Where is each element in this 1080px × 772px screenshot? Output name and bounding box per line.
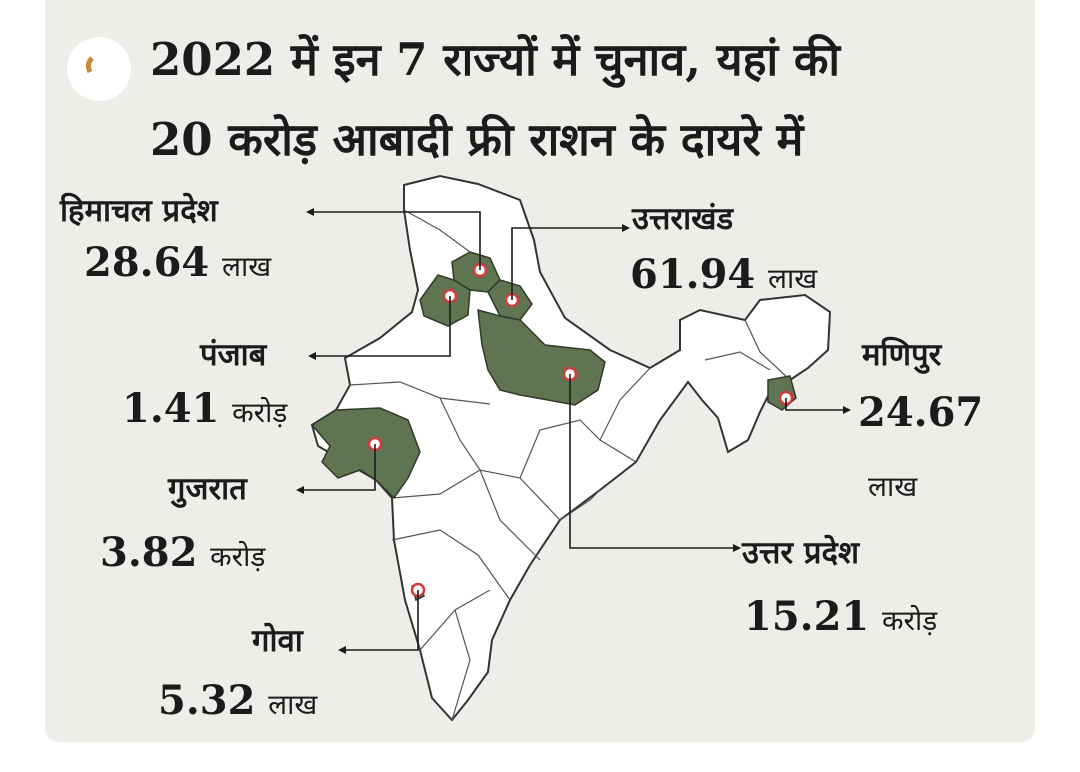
goa-unit: लाख (268, 688, 318, 721)
label-manipur-name: मणिपुर (862, 337, 942, 373)
gujarat-number: 3.82 (100, 529, 198, 576)
manipur-number: 24.67 (858, 389, 984, 436)
himachal-number: 28.64 (84, 239, 210, 286)
highlighted-states (310, 251, 797, 602)
gujarat-unit: करोड़ (210, 540, 266, 573)
label-uttarakhand-name: उत्तराखंड (632, 201, 734, 237)
label-gujarat-name: गुजरात (168, 471, 247, 507)
label-gujarat-value: 3.82 करोड़ (100, 530, 265, 580)
title-line-2: 20 करोड़ आबादी फ्री राशन के दायरे में (150, 113, 804, 166)
label-manipur-value: 24.67 (858, 390, 983, 436)
label-himachal-value: 28.64 लाख (84, 240, 271, 290)
label-goa-value: 5.32 लाख (158, 678, 317, 728)
himachal-unit: लाख (221, 250, 272, 283)
label-himachal-name: हिमाचल प्रदेश (60, 193, 218, 229)
label-punjab-name: पंजाब (200, 337, 267, 373)
up-unit: करोड़ (881, 604, 938, 637)
state-gujarat (310, 407, 421, 500)
publisher-logo (67, 37, 131, 101)
label-uttarakhand-value: 61.94 लाख (630, 252, 817, 302)
label-goa-name: गोवा (252, 623, 303, 659)
title-line-1: 2022 में इन 7 राज्यों में चुनाव, यहां की (150, 33, 841, 86)
up-number: 15.21 (744, 593, 870, 640)
leader-lines (300, 211, 845, 651)
uttarakhand-unit: लाख (767, 262, 818, 295)
label-punjab-value: 1.41 करोड़ (122, 386, 287, 436)
label-up-name: उत्तर प्रदेश (742, 535, 860, 571)
label-up-value: 15.21 करोड़ (744, 594, 937, 644)
goa-number: 5.32 (158, 677, 256, 724)
state-borders (349, 209, 791, 721)
arrowheads (296, 208, 851, 654)
manipur-unit: लाख (868, 470, 918, 503)
state-up (477, 308, 606, 406)
punjab-number: 1.41 (122, 385, 220, 432)
label-manipur-unit: लाख (868, 460, 917, 510)
uttarakhand-number: 61.94 (630, 251, 756, 298)
punjab-unit: करोड़ (232, 396, 288, 429)
